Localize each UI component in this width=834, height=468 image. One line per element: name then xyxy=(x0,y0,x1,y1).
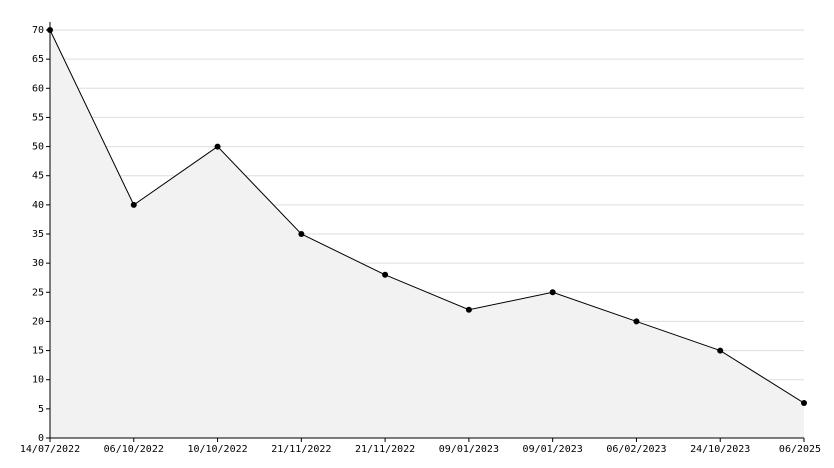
y-tick-label: 60 xyxy=(32,83,44,94)
y-tick-label: 20 xyxy=(32,316,44,327)
point xyxy=(298,231,305,237)
point xyxy=(465,306,472,313)
y-tick-label: 30 xyxy=(32,258,44,269)
x-tick-label: 09/01/2023 xyxy=(439,444,499,455)
y-tick-label: 45 xyxy=(32,171,44,182)
line xyxy=(49,29,805,404)
x-tick-label: 09/01/2023 xyxy=(523,444,583,455)
x-tick-label: 21/11/2022 xyxy=(271,444,331,455)
x-tick-label: 21/11/2022 xyxy=(355,444,415,455)
point xyxy=(549,289,556,296)
x-tick-label: 24/10/2023 xyxy=(690,444,750,455)
y-tick-label: 35 xyxy=(32,229,44,240)
y-tick-label: 70 xyxy=(32,25,44,36)
point xyxy=(633,318,640,325)
x-tick-label: 14/07/2022 xyxy=(20,444,80,455)
y-tick-label: 55 xyxy=(32,112,44,123)
point xyxy=(130,201,137,208)
y-tick-label: 15 xyxy=(32,346,44,357)
y-tick-label: 40 xyxy=(32,200,44,211)
point xyxy=(717,347,724,354)
x-tick-label: 06/10/2022 xyxy=(104,444,164,455)
x-tick-label: 10/10/2022 xyxy=(187,444,247,455)
point xyxy=(382,271,389,278)
x-tick-label: 06/2025 xyxy=(779,444,821,455)
y-tick-label: 0 xyxy=(38,433,44,444)
y-tick-label: 10 xyxy=(32,375,44,386)
x-tick-label: 06/02/2023 xyxy=(606,444,666,455)
area-fill xyxy=(50,30,804,438)
y-tick-label: 25 xyxy=(32,287,44,298)
point xyxy=(214,143,221,150)
y-tick-label: 5 xyxy=(38,404,44,415)
y-tick-label: 50 xyxy=(32,142,44,153)
point xyxy=(801,400,807,407)
y-tick-label: 65 xyxy=(32,54,44,65)
